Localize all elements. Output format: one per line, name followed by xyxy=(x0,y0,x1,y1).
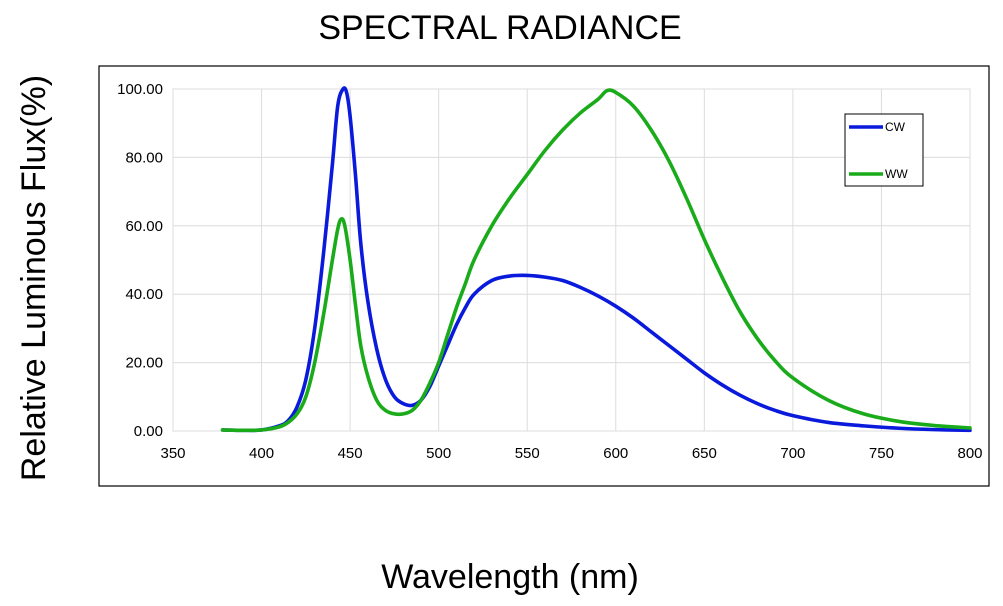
series-lines xyxy=(220,86,972,433)
legend: CW WW xyxy=(844,113,924,187)
y-tick-label: 100.00 xyxy=(117,81,163,98)
y-tick-label: 60.00 xyxy=(125,218,163,235)
x-tick-label: 750 xyxy=(869,445,894,462)
tick-labels: 350 400 450 500 550 600 650 700 750 800 0.00 20.00 4… xyxy=(117,81,982,462)
x-tick-label: 800 xyxy=(957,445,982,462)
y-tick-label: 0.00 xyxy=(134,423,163,440)
x-axis-title: Wavelength (nm) xyxy=(381,558,639,596)
x-tick-label: 350 xyxy=(160,445,185,462)
x-tick-label: 400 xyxy=(249,445,274,462)
plot-frame xyxy=(98,65,990,487)
legend-label-cw: CW xyxy=(885,120,906,134)
legend-label-ww: WW xyxy=(885,167,908,181)
y-axis-title: Relative Luminous Flux(%) xyxy=(15,75,53,481)
x-tick-label: 500 xyxy=(426,445,451,462)
x-tick-label: 550 xyxy=(515,445,540,462)
y-tick-label: 20.00 xyxy=(125,355,163,372)
y-tick-label: 40.00 xyxy=(125,286,163,303)
y-tick-label: 80.00 xyxy=(125,149,163,166)
series-line-cw xyxy=(220,86,972,433)
x-tick-label: 450 xyxy=(338,445,363,462)
x-tick-label: 650 xyxy=(692,445,717,462)
chart-title: SPECTRAL RADIANCE xyxy=(318,9,681,47)
series-line-ww xyxy=(220,88,972,433)
x-tick-label: 600 xyxy=(603,445,628,462)
x-tick-label: 700 xyxy=(780,445,805,462)
